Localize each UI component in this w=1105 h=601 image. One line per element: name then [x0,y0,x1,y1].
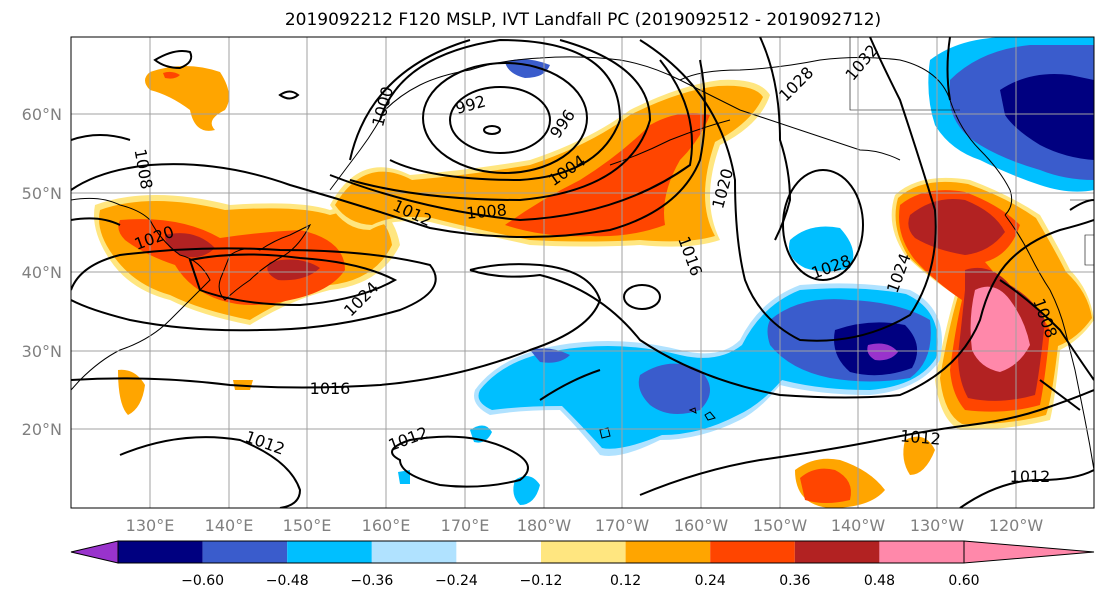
lon-tick-label: 140°E [205,516,254,535]
colorbar-label: −0.60 [181,573,224,589]
grid [71,37,1094,508]
colorbar-segment [202,541,288,563]
lon-tick-label: 140°W [831,516,886,535]
colorbar-label: −0.48 [266,573,309,589]
shade-neg-royal [530,299,931,414]
colorbar-segment [794,541,880,563]
shade-nw-blob-red [163,71,180,79]
shade-hawaii-west [118,369,145,415]
lon-tick-label: 170°E [441,516,490,535]
colorbar-segment [710,541,795,563]
colorbar: −0.60 −0.48 −0.36 −0.24 −0.12 0.12 0.24 … [70,540,1095,589]
colorbar-label: 0.36 [779,573,810,589]
lon-tick-label: 160°E [362,516,411,535]
shade-japan-darkred [165,233,320,281]
lat-tick-label: 20°N [22,420,62,439]
shade-nw-blob [145,66,229,131]
ivt-shading [94,37,1094,508]
colorbar-label: 0.24 [695,573,726,589]
contour-label: 1008 [465,200,507,222]
contour-label: 1016 [310,379,351,398]
shade-ne-navy [1000,74,1094,160]
map-area: 1008 1020 1024 1012 1008 992 996 1000 10… [70,36,1095,509]
lat-tick-label: 60°N [22,105,62,124]
colorbar-label: 0.48 [864,573,895,589]
lon-tick-label: 150°W [753,516,808,535]
lon-tick-label: 170°W [595,516,650,535]
coastline-kamchatka [329,56,901,191]
colorbar-segment [118,541,203,563]
map-frame [70,36,1095,509]
lat-tick-label: 50°N [22,184,62,203]
lat-tick-label: 30°N [22,342,62,361]
colorbar-label: 0.60 [948,573,979,589]
lon-tick-label: 180°W [517,516,572,535]
contour-label: 1012 [899,426,941,448]
lon-tick-label: 130°W [910,516,965,535]
colorbar-segment [371,541,457,563]
colorbar-segment [625,541,711,563]
coastline-japan [218,223,312,301]
colorbar-label: −0.36 [350,573,393,589]
lon-tick-label: 160°W [674,516,729,535]
lat-tick-label: 40°N [22,263,62,282]
lon-tick-label: 150°E [283,516,332,535]
coastline-north-america [1004,214,1094,471]
mslp-contours [71,37,1094,508]
colorbar-extend-low [70,540,119,564]
figure-title: 2019092212 F120 MSLP, IVT Landfall PC (2… [285,10,881,30]
colorbar-label: 0.12 [610,573,641,589]
shade-neg-purple [867,343,898,361]
colorbar-segment [456,541,541,563]
coastline-asia [71,197,211,391]
shade-neg-small-2 [513,476,540,505]
colorbar-label: −0.12 [520,573,563,589]
colorbar-frame-arrow [963,540,1095,564]
colorbar-extend-high [879,541,1094,563]
shade-coast-south [903,436,935,475]
coastline-alaska [679,57,1013,216]
contour-label: 1012 [1010,467,1051,486]
lon-tick-label: 120°W [989,516,1044,535]
lat-ticks: 60°N 50°N 40°N 30°N 20°N [22,105,62,439]
shade-south-blob-red [800,468,851,503]
colorbar-segment [541,541,626,563]
lon-tick-label: 130°E [126,516,175,535]
colorbar-segment [287,541,372,563]
colorbar-label: −0.24 [435,573,478,589]
lon-ticks: 130°E 140°E 150°E 160°E 170°E 180°W 170°… [126,516,1044,535]
shade-neg-midlat [789,226,854,272]
shade-neg-small-3 [398,470,410,484]
